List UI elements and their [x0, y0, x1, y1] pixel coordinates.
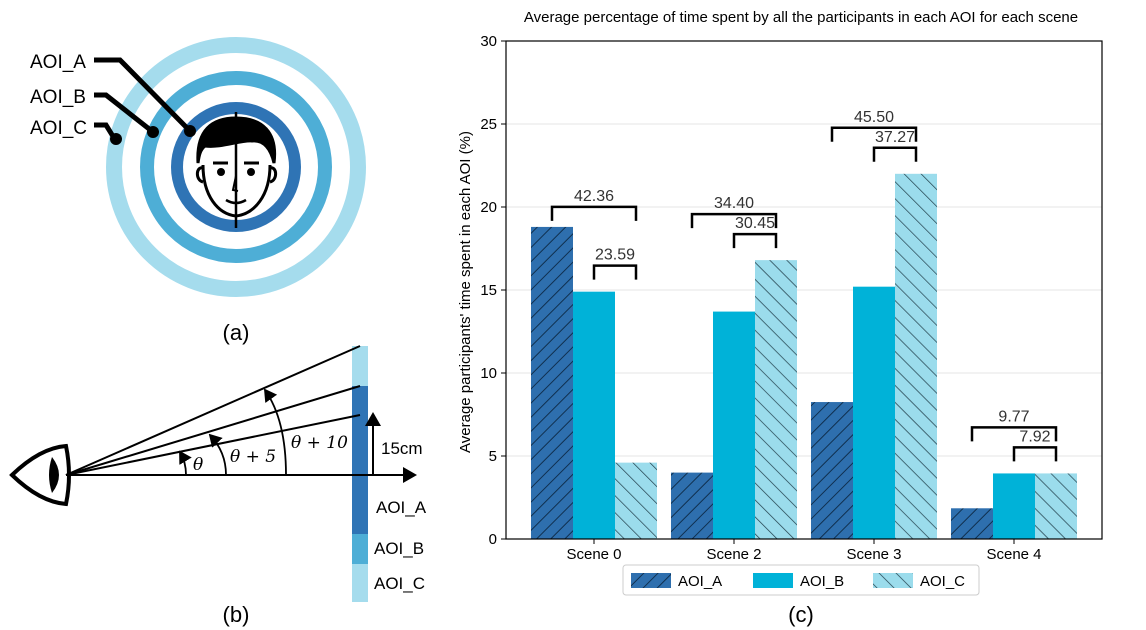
y-tick-label: 20 — [480, 199, 497, 216]
legend-swatch-aoi-b — [753, 573, 793, 588]
significance-annotations: 23.59 42.36 30.45 34.40 37.27 45.50 7.92 9.77 — [550, 109, 1058, 462]
chart-title: Average percentage of time spent by all … — [524, 9, 1078, 26]
bracket-outer — [690, 212, 778, 229]
y-tick-label: 5 — [489, 448, 497, 465]
bar-aoi-b-scene-2 — [713, 311, 755, 539]
y-tick-label: 10 — [480, 365, 497, 382]
annotation-inner-value: 30.45 — [735, 215, 775, 232]
panel-a-aoi-diagram: AOI_A AOI_B AOI_C (a) — [30, 37, 366, 345]
callout-dot-aoi-a — [184, 125, 196, 137]
x-tick-label: Scene 4 — [986, 546, 1041, 563]
bar-aoi-c-scene-4 — [1035, 473, 1077, 539]
ring-aoi-b — [140, 71, 332, 263]
angle-label-theta: θ — [193, 455, 203, 475]
bracket-inner — [1012, 446, 1058, 462]
y-tick-label: 0 — [489, 531, 497, 548]
bar-aoi-a-scene-2 — [671, 472, 713, 539]
eye-icon — [9, 443, 71, 507]
x-tick-label: Scene 2 — [706, 546, 761, 563]
y-tick-label: 30 — [480, 33, 497, 50]
face-icon — [195, 112, 278, 228]
strip-aoi-a — [352, 386, 368, 534]
ring-aoi-c — [106, 37, 366, 297]
y-axis-label: Average participants' time spent in each… — [457, 131, 474, 453]
callout-label-aoi-c: AOI_C — [30, 118, 87, 139]
legend-label-aoi-c: AOI_C — [920, 573, 965, 590]
x-tick-label: Scene 0 — [566, 546, 621, 563]
annotation-inner-value: 7.92 — [1019, 428, 1050, 445]
sight-rays — [65, 345, 361, 476]
annotation-outer-value: 9.77 — [998, 408, 1029, 425]
annotation-outer-value: 34.40 — [714, 195, 754, 212]
strip-aoi-b — [352, 534, 368, 564]
bar-aoi-c-scene-0 — [615, 462, 657, 539]
panel-b-angle-diagram: θ θ + 5 θ + 10 15cm AOI_A AOI_B AOI_C (b… — [9, 345, 427, 627]
annotation-inner-value: 37.27 — [875, 129, 915, 146]
angle-arcs — [179, 388, 287, 476]
bar-aoi-a-scene-4 — [951, 508, 993, 539]
callout-leaders — [94, 57, 192, 140]
legend: AOI_A AOI_B AOI_C — [622, 564, 980, 596]
bar-aoi-b-scene-3 — [853, 286, 895, 539]
bar-aoi-c-scene-2 — [755, 260, 797, 539]
strip-aoi-c-top — [352, 346, 368, 386]
strip-label-aoi-b: AOI_B — [374, 539, 424, 558]
bar-aoi-c-scene-3 — [895, 173, 937, 540]
legend-swatch-aoi-c — [873, 573, 913, 588]
bars — [531, 173, 1077, 540]
legend-swatch-aoi-a — [631, 573, 671, 588]
strip-label-aoi-a: AOI_A — [376, 498, 427, 517]
x-tick-label: Scene 3 — [846, 546, 901, 563]
callout-dot-aoi-b — [147, 126, 159, 138]
callout-label-aoi-a: AOI_A — [30, 52, 86, 73]
caption-b: (b) — [223, 602, 250, 627]
bar-aoi-a-scene-3 — [811, 402, 853, 539]
callout-label-aoi-b: AOI_B — [30, 87, 86, 108]
x-ticks: Scene 0 Scene 2 Scene 3 Scene 4 — [566, 539, 1042, 563]
bracket-inner — [592, 264, 638, 280]
strip-aoi-c-bottom — [352, 564, 368, 602]
angle-label-theta-plus-10: θ + 10 — [291, 433, 348, 453]
bar-aoi-b-scene-4 — [993, 473, 1035, 539]
distance-label: 15cm — [381, 439, 423, 458]
caption-c: (c) — [788, 602, 814, 627]
caption-a: (a) — [223, 320, 250, 345]
bracket-inner — [872, 146, 918, 162]
legend-label-aoi-a: AOI_A — [678, 573, 722, 590]
annotation-inner-value: 23.59 — [595, 247, 635, 264]
y-tick-label: 15 — [480, 282, 497, 299]
strip-label-aoi-c: AOI_C — [374, 574, 425, 593]
angle-label-theta-plus-5: θ + 5 — [230, 447, 276, 467]
panel-c-bar-chart: Average percentage of time spent by all … — [457, 9, 1103, 627]
bracket-outer — [830, 126, 918, 142]
bracket-outer — [550, 205, 638, 221]
annotation-outer-value: 42.36 — [574, 188, 614, 205]
callout-dot-aoi-c — [110, 133, 122, 145]
legend-label-aoi-b: AOI_B — [800, 573, 844, 590]
bracket-outer — [970, 426, 1058, 442]
annotation-outer-value: 45.50 — [854, 109, 894, 126]
bracket-inner — [732, 232, 778, 249]
y-tick-label: 25 — [480, 116, 497, 133]
bar-aoi-a-scene-0 — [531, 226, 573, 540]
bar-aoi-b-scene-0 — [573, 291, 615, 539]
y-ticks: 0 5 10 15 20 25 30 — [480, 33, 506, 548]
